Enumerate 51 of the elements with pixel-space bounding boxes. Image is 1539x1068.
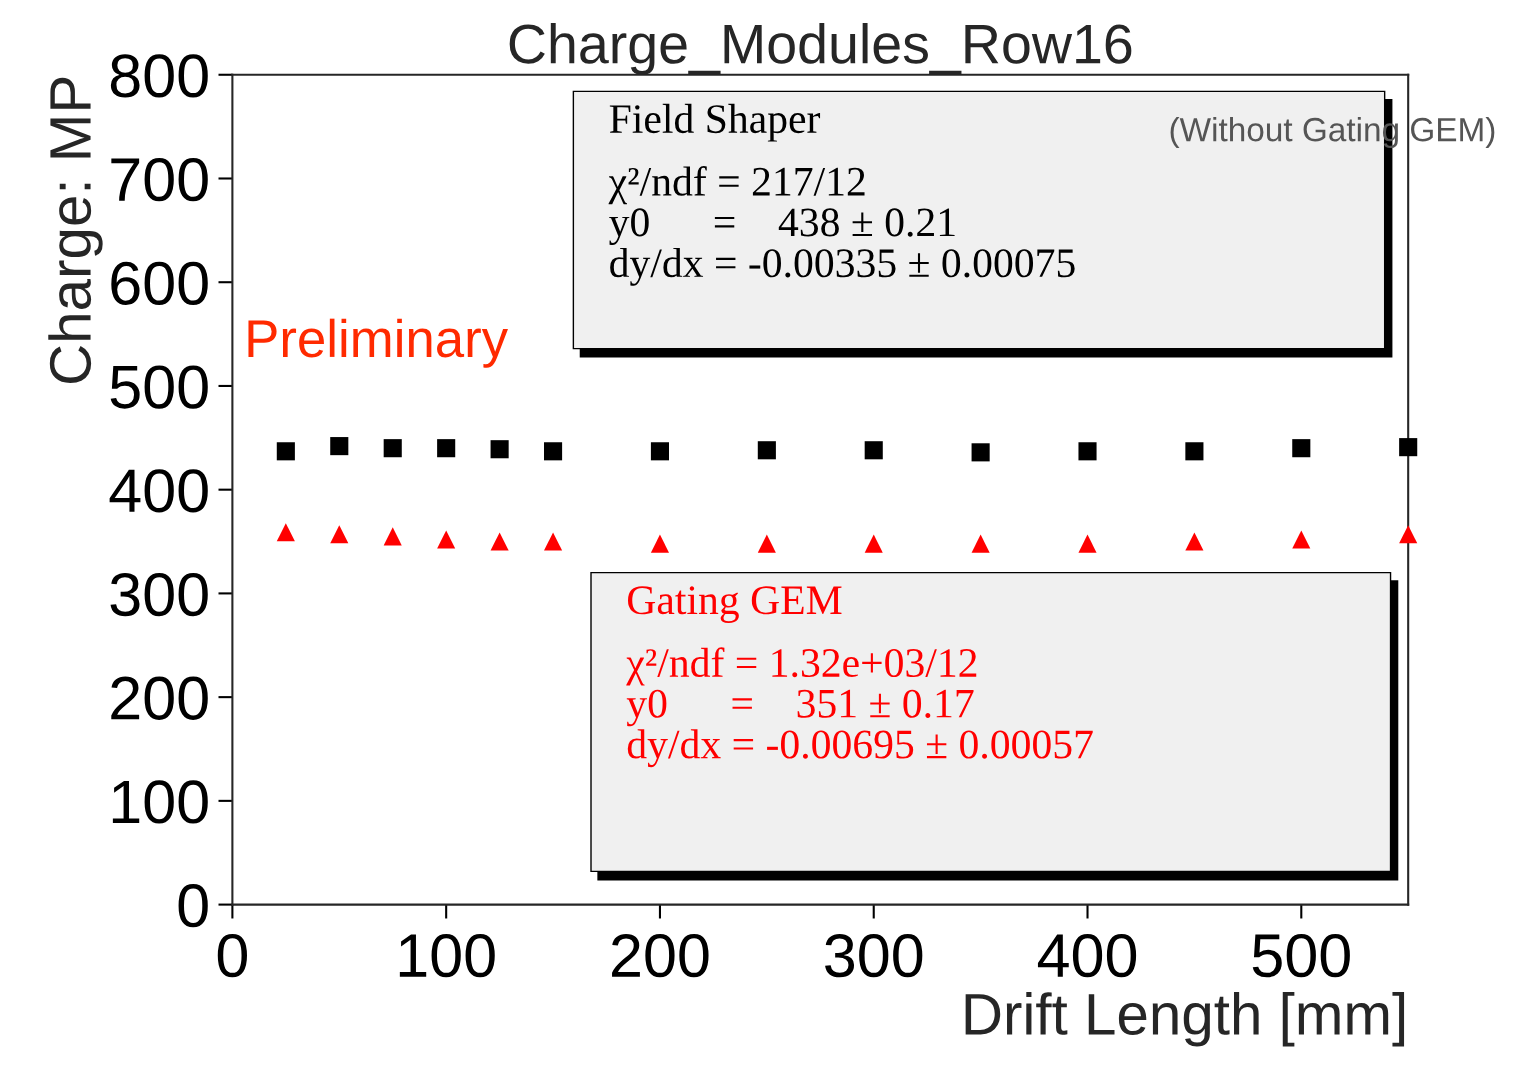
point [490, 532, 509, 551]
y-tick-label: 600 [111, 261, 208, 305]
point [437, 439, 456, 458]
y-tick-label: 700 [111, 157, 208, 202]
y-tick-label: 400 [109, 469, 208, 513]
x-tick-label: 200 [612, 933, 709, 978]
point [650, 442, 670, 461]
series-label: Gating GEM [627, 586, 842, 623]
point [437, 530, 456, 549]
point [971, 534, 990, 553]
y-axis-title: Charge: MP [48, 77, 103, 384]
point [864, 534, 883, 553]
y-tick-label: 200 [111, 676, 208, 720]
point [1185, 442, 1204, 461]
point [757, 441, 776, 460]
point [757, 534, 776, 553]
point [971, 443, 990, 462]
chart-title: Charge_Modules_Row16 [509, 22, 1132, 75]
point [1292, 530, 1311, 549]
x-tick-label: 400 [1037, 933, 1137, 978]
x-tick-label: 0 [217, 933, 247, 978]
y-tick-label: 0 [178, 884, 208, 928]
y-tick-label: 100 [112, 780, 208, 824]
point [1399, 438, 1418, 457]
point [1185, 532, 1204, 551]
point [650, 534, 670, 553]
point [383, 439, 402, 458]
annotation: χ²/ndf = 217/12 y0 = 438 ± 0.21 dy/dx = -0.00335 ± 0.00075 [608, 166, 1075, 286]
annotation: Preliminary [248, 318, 508, 368]
point [490, 440, 509, 459]
annotation: χ²/ndf = 1.32e+03/12 y0 = 351 ± 0.17 dy/dx = -0.00695 ± 0.00057 [626, 647, 1093, 768]
point [864, 441, 883, 460]
y-tick-label: 500 [110, 365, 208, 409]
point [330, 525, 349, 544]
y-tick-label: 800 [110, 54, 208, 98]
y-tick-label: 300 [110, 572, 208, 617]
point [1399, 525, 1418, 544]
x-tick-label: 500 [1252, 933, 1350, 978]
point [276, 442, 295, 461]
point [544, 532, 563, 551]
x-tick-label: 100 [399, 933, 495, 978]
point [276, 523, 295, 542]
x-tick-label: 300 [825, 933, 923, 978]
point [330, 437, 349, 456]
point [1078, 442, 1097, 461]
point [383, 527, 402, 546]
x-axis-title: Drift Length [mm] [965, 992, 1405, 1047]
point [1078, 534, 1097, 553]
point [1292, 439, 1311, 458]
text: Field Shaper [609, 103, 821, 142]
point [544, 442, 563, 461]
